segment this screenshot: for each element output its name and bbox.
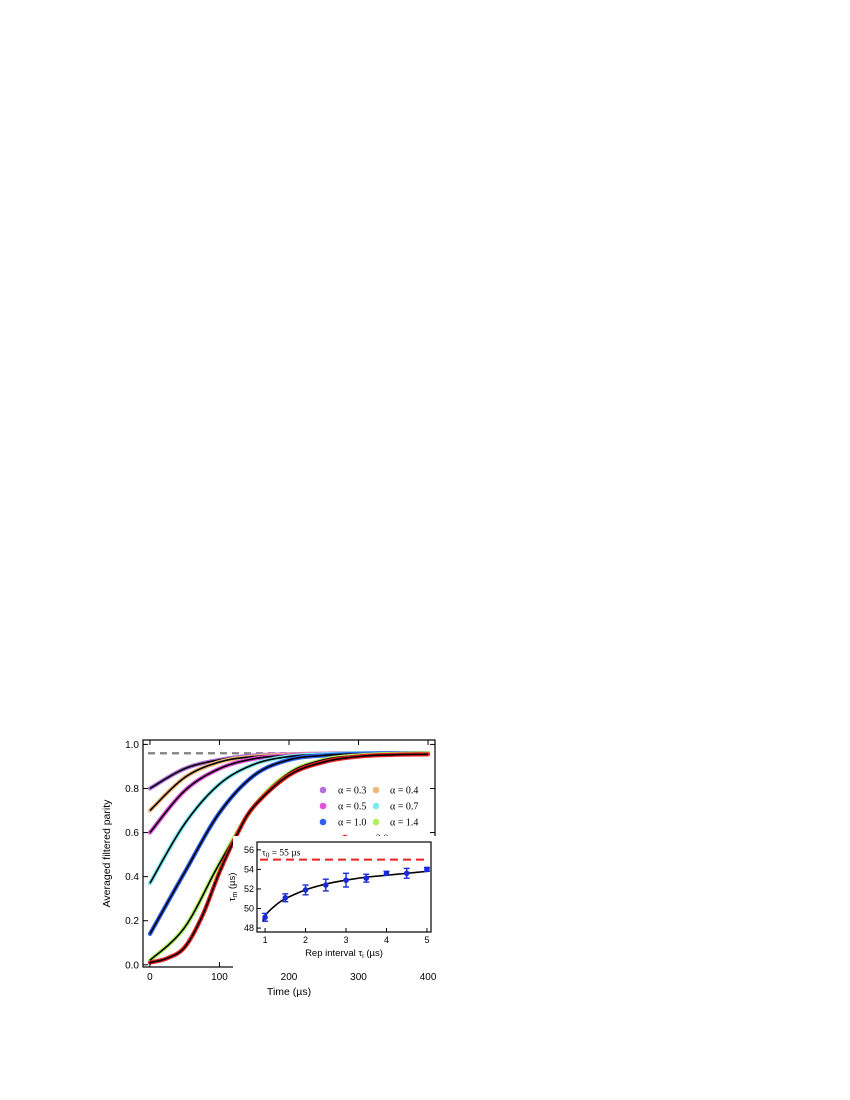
x-tick-label: 200 (281, 972, 298, 983)
inset-x-tick-label: 5 (424, 935, 429, 945)
y-tick-label: 0.2 (125, 916, 139, 927)
legend-marker (372, 802, 380, 810)
inset-y-tick-label: 54 (244, 864, 254, 874)
y-tick-label: 0.6 (125, 828, 139, 839)
inset-x-tick-label: 3 (344, 935, 349, 945)
legend-label: α = 1.4 (390, 818, 418, 829)
legend-marker (319, 786, 327, 794)
inset-x-tick-label: 1 (263, 935, 268, 945)
inset-x-tick-label: 2 (303, 935, 308, 945)
inset-point (424, 866, 430, 873)
inset-chart: τ0 = 55 µs 1 2 3 4 5 48 50 52 54 56 Rep interval τi… (227, 836, 437, 968)
inset-point (322, 882, 329, 888)
x-tick-label: 300 (350, 972, 367, 983)
x-tick-label: 0 (147, 972, 153, 983)
legend-label: α = 0.4 (390, 786, 418, 797)
y-tick-label: 1.0 (125, 740, 139, 751)
inset-point (282, 894, 289, 901)
y-tick-label: 0.8 (125, 784, 139, 795)
series-fit-line (149, 753, 429, 964)
inset-frame (256, 841, 432, 933)
x-axis-label: Time (µs) (267, 986, 311, 998)
y-axis-label: Averaged filtered parity (101, 799, 113, 908)
legend-marker (319, 802, 327, 810)
legend-label: α = 1.0 (338, 818, 366, 829)
legend: α = 0.3 α = 0.4 α = 0.5 α = 0.7 α = 1.0 α = 1… (319, 786, 418, 845)
y-tick-label: 0.0 (125, 960, 139, 971)
main-chart: 0 100 200 300 400 0.0 0.2 0.4 0.6 0.8 1.0 Time (µs)… (101, 739, 437, 998)
inset-y-axis-label: τm (µs) (227, 873, 239, 902)
y-tick-label: 0.4 (125, 872, 139, 883)
inset-y-tick-label: 52 (244, 884, 254, 894)
inset-background (233, 836, 437, 968)
legend-label: α = 0.5 (338, 802, 366, 813)
inset-x-axis-label: Rep interval τi (µs) (305, 948, 383, 960)
inset-y-tick-label: 48 (244, 923, 254, 933)
inset-reference-label: τ0 = 55 µs (262, 849, 301, 860)
inset-point (363, 875, 370, 881)
inset-point (383, 870, 390, 877)
legend-marker (372, 786, 380, 794)
inset-point (403, 870, 410, 877)
inset-y-tick-label: 56 (244, 845, 254, 855)
legend-marker (319, 818, 327, 826)
inset-x-tick-label: 4 (384, 935, 389, 945)
legend-marker (372, 818, 380, 826)
inset-point (262, 914, 268, 921)
legend-label: α = 0.7 (390, 802, 418, 813)
legend-label: α = 0.3 (338, 786, 366, 797)
x-tick-label: 100 (211, 972, 228, 983)
inset-point (343, 877, 349, 883)
inset-y-tick-label: 50 (244, 904, 254, 914)
x-tick-label: 400 (420, 972, 437, 983)
inset-point (302, 887, 309, 893)
